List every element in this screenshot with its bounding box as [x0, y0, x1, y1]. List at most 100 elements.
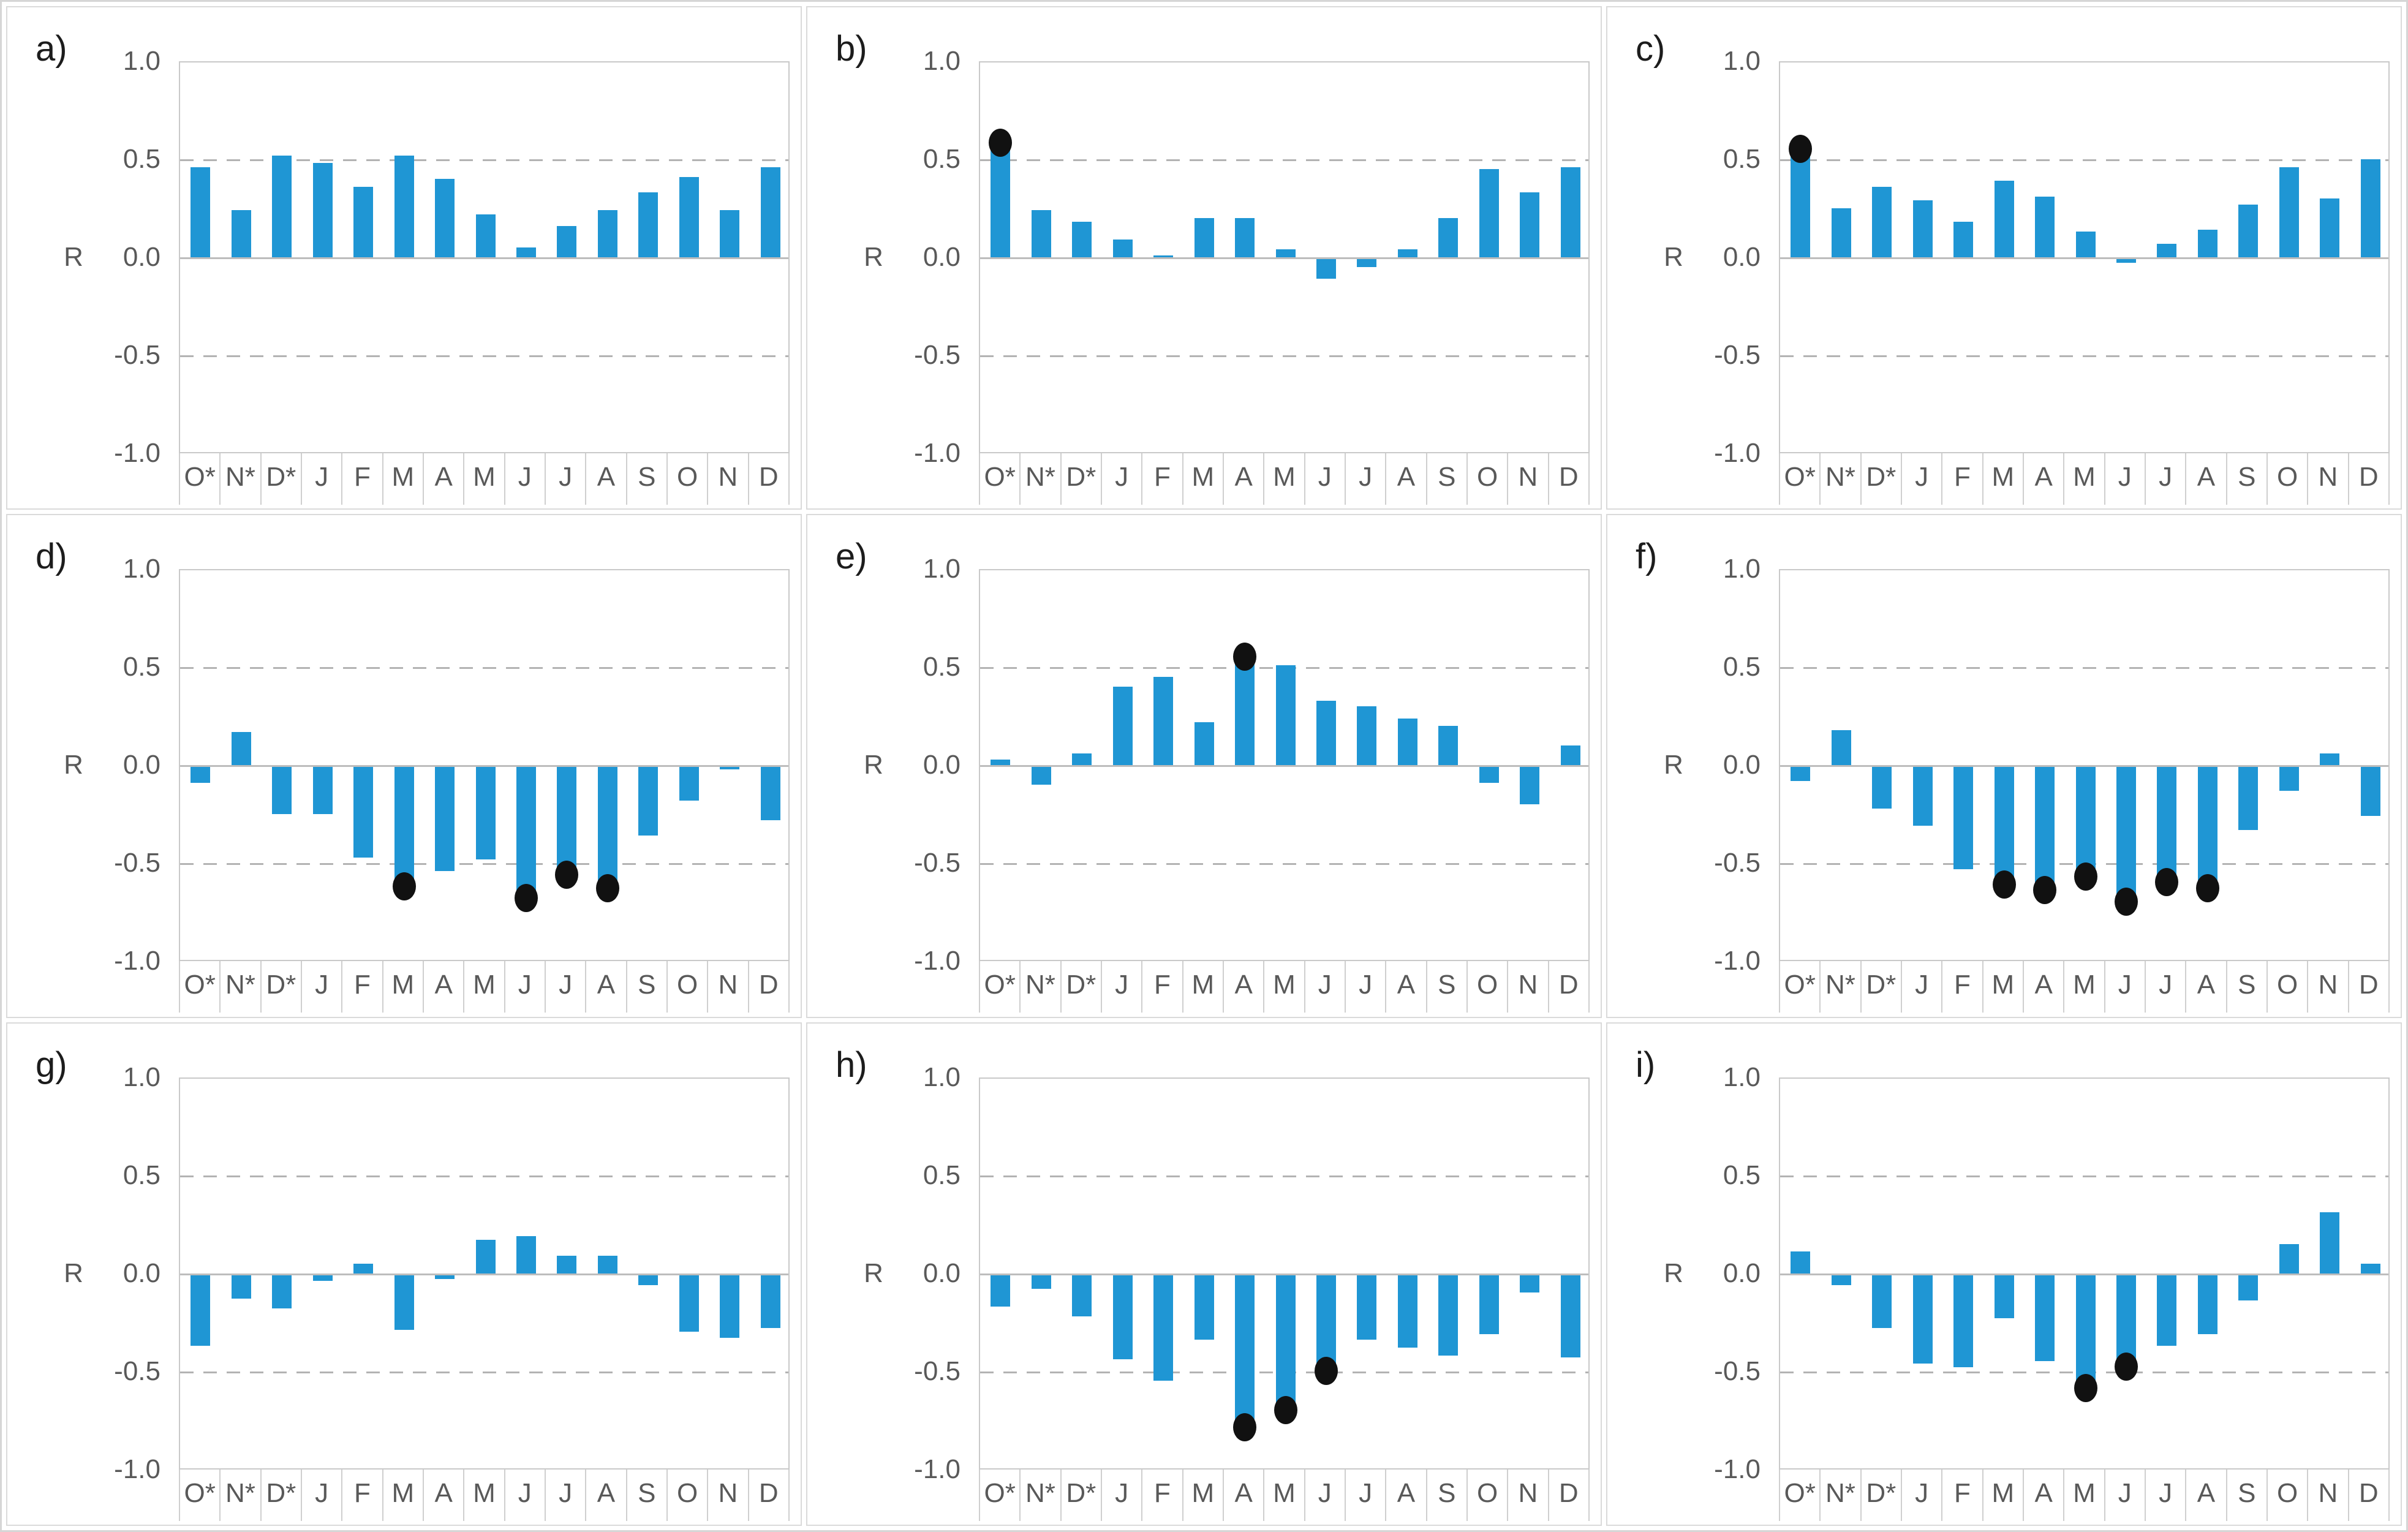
significance-dot — [989, 129, 1013, 157]
bar-O — [679, 767, 699, 801]
x-category-label: D* — [262, 961, 302, 1013]
y-tick-label: -1.0 — [1714, 1454, 1761, 1484]
y-tick-label: -0.5 — [114, 848, 160, 878]
bar-O — [679, 1275, 699, 1332]
bar-S — [1438, 218, 1459, 257]
bar-O — [2279, 1243, 2299, 1274]
bar-M — [475, 767, 496, 859]
y-tick-label: 1.0 — [1723, 1062, 1761, 1092]
x-category-label: N — [2308, 961, 2349, 1013]
x-category-label: O — [2268, 961, 2309, 1013]
y-tick-label: 1.0 — [123, 554, 160, 584]
bar-A — [1397, 249, 1417, 257]
x-category-label: O* — [1780, 453, 1821, 505]
gridline-0.5 — [980, 1175, 1588, 1177]
x-category-label: M — [383, 1469, 424, 1521]
bar-J — [1357, 706, 1377, 766]
bar-D* — [1872, 1275, 1892, 1329]
x-category-label: N* — [1021, 961, 1062, 1013]
gridline-0.5 — [1780, 1175, 2388, 1177]
panel-h: h) 1.0 0.5 0.0 -0.5 -1.0 R O* N* D* J F M A M J J A S O N D — [806, 1022, 1602, 1526]
x-category-label: O — [1468, 453, 1509, 505]
significance-dot — [2114, 888, 2138, 916]
bar-J — [1316, 259, 1336, 279]
bar-O* — [191, 1275, 211, 1346]
x-category-label: O* — [1780, 961, 1821, 1013]
x-category-label: A — [2186, 961, 2227, 1013]
bar-N — [1520, 192, 1540, 257]
x-category-label: A — [424, 453, 465, 505]
bar-M — [1275, 1275, 1296, 1403]
y-axis-title: R — [64, 750, 83, 780]
gridline--0.5 — [180, 863, 788, 866]
x-category-label: J — [1102, 961, 1143, 1013]
bar-J — [1112, 687, 1133, 766]
x-category-label: N* — [221, 453, 262, 505]
x-category-label: O* — [180, 1469, 221, 1521]
y-tick-label: 1.0 — [123, 1062, 160, 1092]
x-category-label: F — [342, 961, 383, 1013]
x-category-label: M — [1183, 961, 1224, 1013]
bar-M — [475, 214, 496, 257]
plot-area — [979, 1077, 1590, 1470]
bar-A — [597, 1255, 617, 1274]
bar-D* — [1072, 753, 1092, 766]
bar-N — [2320, 1212, 2340, 1274]
bar-O* — [191, 767, 211, 783]
y-tick-label: -1.0 — [1714, 946, 1761, 976]
bar-J — [312, 767, 333, 815]
significance-dot — [555, 860, 579, 889]
x-category-label: J — [2105, 453, 2146, 505]
x-category-label: O* — [980, 1469, 1021, 1521]
bar-O* — [991, 149, 1011, 257]
x-category-label: M — [1264, 453, 1305, 505]
y-tick-label: 1.0 — [1723, 46, 1761, 76]
x-category-label: A — [1224, 1469, 1265, 1521]
y-axis-title: R — [1664, 750, 1683, 780]
bar-J — [516, 1236, 536, 1274]
bar-D — [2360, 1263, 2380, 1274]
x-category-label: A — [1386, 961, 1427, 1013]
x-category-label: J — [302, 1469, 343, 1521]
y-axis-title: R — [64, 242, 83, 272]
x-category-label: D — [749, 1469, 790, 1521]
x-category-label: J — [1102, 1469, 1143, 1521]
y-tick-label: -0.5 — [914, 340, 961, 370]
x-category-label: O — [2268, 1469, 2309, 1521]
bar-J — [1112, 1275, 1133, 1360]
x-category-label: J — [302, 961, 343, 1013]
plot-area — [979, 61, 1590, 453]
y-tick-label: 0.5 — [923, 652, 961, 682]
x-category-label: M — [464, 961, 505, 1013]
x-category-label: S — [1427, 1469, 1468, 1521]
x-category-label: N — [2308, 1469, 2349, 1521]
bar-J — [1357, 1275, 1377, 1340]
bar-A — [1235, 1275, 1255, 1421]
x-category-label: F — [1142, 1469, 1183, 1521]
bar-A — [2035, 196, 2055, 257]
bar-J — [557, 767, 577, 867]
bar-M — [1194, 218, 1214, 257]
zero-line — [980, 765, 1588, 768]
x-category-label: O* — [980, 961, 1021, 1013]
y-tick-label: -0.5 — [114, 1356, 160, 1386]
gridline--0.5 — [180, 1371, 788, 1373]
y-tick-label: 0.0 — [123, 1258, 160, 1288]
bar-N* — [231, 210, 251, 257]
bar-N* — [1831, 1275, 1851, 1285]
bar-J — [312, 1275, 333, 1281]
panel-label: d) — [36, 537, 67, 577]
panel-e: e) 1.0 0.5 0.0 -0.5 -1.0 R O* N* D* J F M A M J J A S O N D — [806, 514, 1602, 1018]
x-category-label: O* — [180, 453, 221, 505]
x-category-label: D — [1549, 1469, 1590, 1521]
y-tick-label: 0.0 — [1723, 1258, 1761, 1288]
x-axis-band: O* N* D* J F M A M J J A S O N D — [179, 453, 790, 505]
significance-dot — [2074, 1374, 2097, 1403]
x-category-label: O* — [180, 961, 221, 1013]
bar-F — [1953, 767, 1974, 869]
bar-D* — [272, 1275, 292, 1309]
bar-A — [1397, 718, 1417, 766]
panel-label: h) — [836, 1044, 867, 1085]
bar-D* — [1872, 767, 1892, 809]
x-category-label: A — [2186, 453, 2227, 505]
